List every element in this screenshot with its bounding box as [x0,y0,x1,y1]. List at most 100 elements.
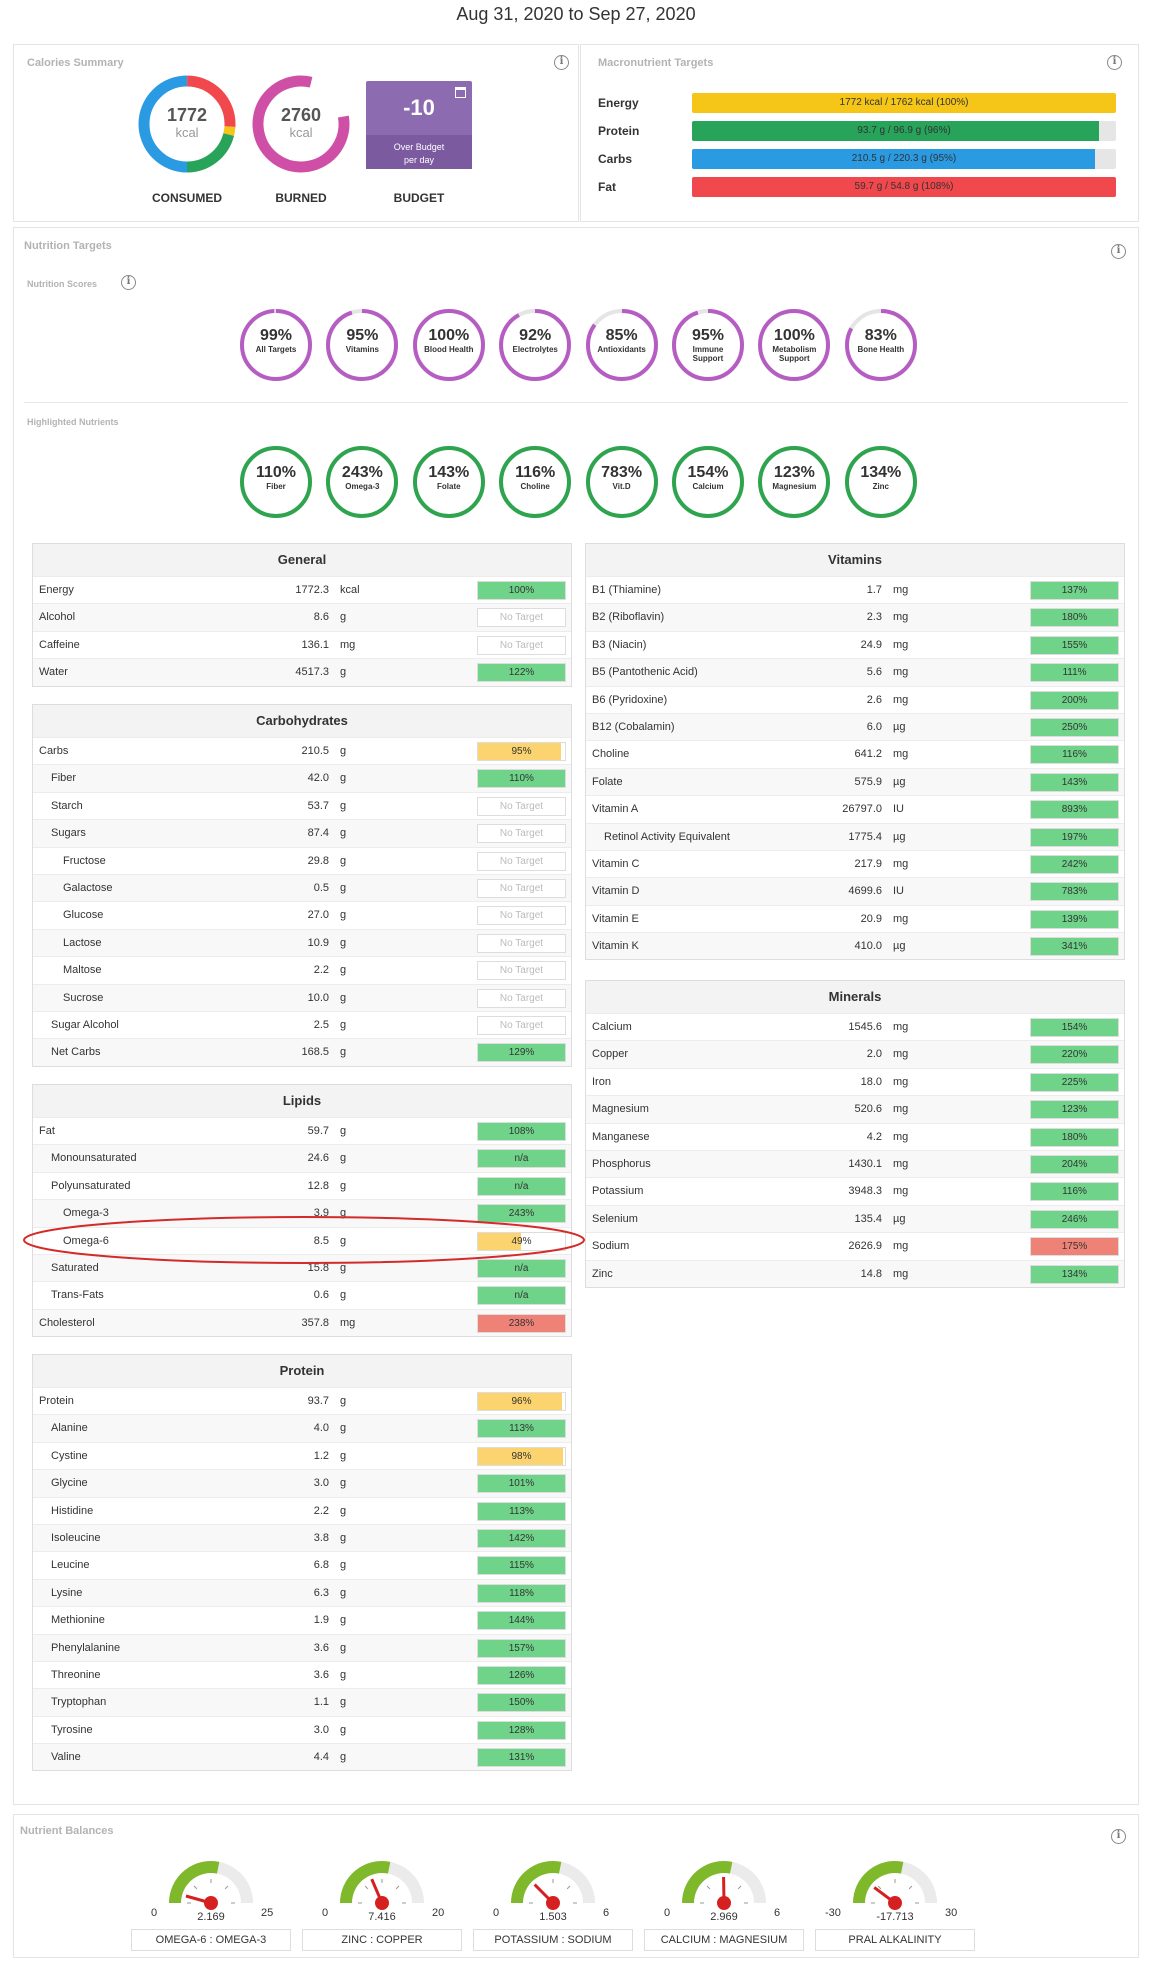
table-row[interactable]: Choline 641.2 mg 116% [586,740,1124,767]
table-row[interactable]: Sugar Alcohol 2.5 g No Target [33,1010,571,1038]
table-row[interactable]: Histidine 2.2 g 113% [33,1496,571,1524]
table-row[interactable]: Tryptophan 1.1 g 150% [33,1688,571,1716]
score-circle[interactable]: 110% Fiber [239,445,313,519]
table-row[interactable]: Cystine 1.2 g 98% [33,1441,571,1469]
table-row[interactable]: Trans-Fats 0.6 g n/a [33,1281,571,1308]
table-row[interactable]: Sugars 87.4 g No Target [33,819,571,847]
score-circle[interactable]: 95% Immune Support [671,308,745,382]
table-row[interactable]: Protein 93.7 g 96% [33,1387,571,1414]
table-row[interactable]: B3 (Niacin) 24.9 mg 155% [586,630,1124,658]
balance-gauge[interactable]: 0 6 1.503 POTASSIUM : SODIUM [473,1841,633,1956]
table-row[interactable]: B5 (Pantothenic Acid) 5.6 mg 111% [586,658,1124,686]
target-bar-fill [478,1177,565,1195]
score-percent: 143% [428,464,470,481]
table-row[interactable]: Alanine 4.0 g 113% [33,1414,571,1442]
nutrient-value: 4.0 [313,1422,329,1435]
score-circle[interactable]: 154% Calcium [671,445,745,519]
table-row[interactable]: Polyunsaturated 12.8 g n/a [33,1171,571,1199]
nutrient-value: 2.2 [313,964,329,977]
table-row[interactable]: Valine 4.4 g 131% [33,1743,571,1771]
table-row[interactable]: Galactose 0.5 g No Target [33,873,571,902]
table-row[interactable]: Phenylalanine 3.6 g 157% [33,1633,571,1661]
table-row[interactable]: Calcium 1545.6 mg 154% [586,1013,1124,1040]
table-row[interactable]: Phosphorus 1430.1 mg 204% [586,1149,1124,1178]
table-row[interactable]: Copper 2.0 mg 220% [586,1040,1124,1068]
table-row[interactable]: B12 (Cobalamin) 6.0 µg 250% [586,712,1124,741]
table-row[interactable]: Magnesium 520.6 mg 123% [586,1095,1124,1123]
table-row[interactable]: Vitamin E 20.9 mg 139% [586,904,1124,932]
table-row[interactable]: Folate 575.9 µg 143% [586,767,1124,796]
info-icon[interactable]: i [554,55,569,70]
score-circle[interactable]: 95% Vitamins [325,308,399,382]
table-row[interactable]: B1 (Thiamine) 1.7 mg 137% [586,576,1124,603]
table-row[interactable]: Omega-6 8.5 g 49% [33,1226,571,1254]
table-row[interactable]: Starch 53.7 g No Target [33,791,571,819]
table-row[interactable]: Tyrosine 3.0 g 128% [33,1715,571,1743]
table-row[interactable]: Carbs 210.5 g 95% [33,737,571,764]
score-circle[interactable]: 243% Omega-3 [325,445,399,519]
table-row[interactable]: Lactose 10.9 g No Target [33,928,571,957]
table-row[interactable]: Energy 1772.3 kcal 100% [33,576,571,603]
table-row[interactable]: Caffeine 136.1 mg No Target [33,630,571,658]
table-row[interactable]: Potassium 3948.3 mg 116% [586,1177,1124,1204]
table-row[interactable]: Monounsaturated 24.6 g n/a [33,1144,571,1172]
table-row[interactable]: Vitamin A 26797.0 IU 893% [586,795,1124,822]
target-percent: 155% [1061,639,1088,651]
balance-gauge[interactable]: -30 30 -17.713 PRAL ALKALINITY [815,1841,975,1956]
table-row[interactable]: Alcohol 8.6 g No Target [33,603,571,631]
nutrient-name: Zinc [592,1267,613,1280]
info-icon[interactable]: i [1111,244,1126,259]
table-row[interactable]: Isoleucine 3.8 g 142% [33,1523,571,1552]
table-row[interactable]: Zinc 14.8 mg 134% [586,1259,1124,1287]
score-circle[interactable]: 99% All Targets [239,308,313,382]
table-row[interactable]: Leucine 6.8 g 115% [33,1551,571,1578]
score-circle[interactable]: 116% Choline [498,445,572,519]
table-row[interactable]: Maltose 2.2 g No Target [33,956,571,983]
score-circle[interactable]: 83% Bone Health [844,308,918,382]
score-circle[interactable]: 100% Blood Health [412,308,486,382]
balance-gauge[interactable]: 0 20 7.416 ZINC : COPPER [302,1841,462,1956]
table-row[interactable]: Lysine 6.3 g 118% [33,1578,571,1607]
table-row[interactable]: Glycine 3.0 g 101% [33,1469,571,1497]
table-row[interactable]: Fructose 29.8 g No Target [33,846,571,874]
table-row[interactable]: B6 (Pyridoxine) 2.6 mg 200% [586,685,1124,713]
info-icon[interactable]: i [121,275,136,290]
table-row[interactable]: Selenium 135.4 µg 246% [586,1204,1124,1233]
table-row[interactable]: Fiber 42.0 g 110% [33,764,571,792]
table-row[interactable]: Glucose 27.0 g No Target [33,901,571,928]
target-percent: 111% [1062,667,1087,679]
target-bar: 101% [477,1474,566,1494]
table-row[interactable]: Water 4517.3 g 122% [33,658,571,686]
score-circle[interactable]: 85% Antioxidants [585,308,659,382]
nutrient-name: Fructose [63,854,106,867]
score-circle[interactable]: 100% Metabolism Support [757,308,831,382]
table-row[interactable]: Fat 59.7 g 108% [33,1117,571,1144]
table-row[interactable]: Vitamin C 217.9 mg 242% [586,849,1124,877]
target-bar-fill [1031,718,1118,736]
table-row[interactable]: Retinol Activity Equivalent 1775.4 µg 197% [586,822,1124,850]
target-percent: No Target [499,828,544,840]
table-row[interactable]: Vitamin K 410.0 µg 341% [586,932,1124,960]
score-circle[interactable]: 123% Magnesium [757,445,831,519]
balance-gauge[interactable]: 0 6 2.969 CALCIUM : MAGNESIUM [644,1841,804,1956]
table-row[interactable]: Iron 18.0 mg 225% [586,1067,1124,1095]
budget-card[interactable]: -10 Over Budget per day [366,81,472,169]
target-percent: 243% [508,1208,535,1220]
table-row[interactable]: Cholesterol 357.8 mg 238% [33,1308,571,1337]
target-percent: No Target [499,612,544,624]
table-row[interactable]: Sucrose 10.0 g No Target [33,983,571,1011]
info-icon[interactable]: i [1107,55,1122,70]
table-row[interactable]: Net Carbs 168.5 g 129% [33,1038,571,1066]
balance-gauge[interactable]: 0 25 2.169 OMEGA-6 : OMEGA-3 [131,1841,291,1956]
table-row[interactable]: Manganese 4.2 mg 180% [586,1122,1124,1150]
table-row[interactable]: Threonine 3.6 g 126% [33,1660,571,1688]
table-row[interactable]: B2 (Riboflavin) 2.3 mg 180% [586,603,1124,631]
score-circle[interactable]: 783% Vit.D [585,445,659,519]
table-row[interactable]: Methionine 1.9 g 144% [33,1606,571,1633]
table-row[interactable]: Vitamin D 4699.6 IU 783% [586,877,1124,905]
table-row[interactable]: Sodium 2626.9 mg 175% [586,1232,1124,1259]
info-icon[interactable]: i [1111,1829,1126,1844]
score-circle[interactable]: 92% Electrolytes [498,308,572,382]
score-circle[interactable]: 134% Zinc [844,445,918,519]
score-circle[interactable]: 143% Folate [412,445,486,519]
